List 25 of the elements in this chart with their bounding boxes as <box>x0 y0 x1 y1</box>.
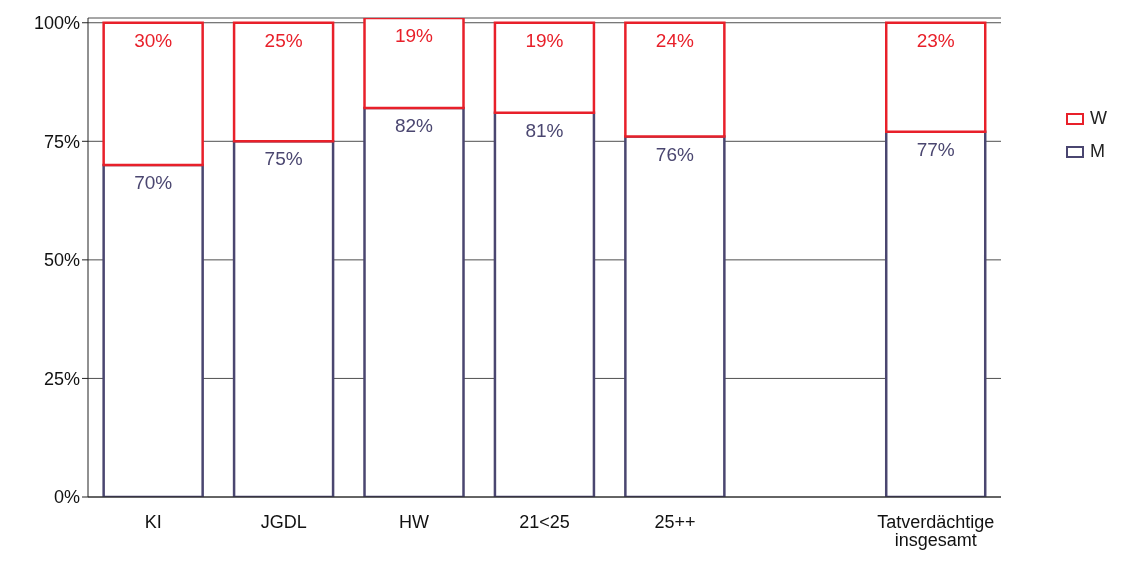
x-tick-label: HW <box>399 511 430 532</box>
data-label: 24% <box>655 29 694 51</box>
data-label: 25% <box>264 29 303 51</box>
data-label: 81% <box>525 119 564 141</box>
data-label: 70% <box>134 172 173 194</box>
data-label: 19% <box>525 29 564 51</box>
x-tick-label: KI <box>144 511 162 532</box>
data-label: 75% <box>264 148 303 170</box>
y-tick-label: 25% <box>43 368 80 389</box>
data-label: 23% <box>916 29 955 51</box>
legend-label: M <box>1090 141 1105 162</box>
data-label: 76% <box>655 143 694 165</box>
data-label: 82% <box>394 115 434 137</box>
x-tick-label: 21<25 <box>519 511 570 532</box>
x-tick-label: Tatverdächtige insgesamt <box>877 511 995 550</box>
data-label: 19% <box>394 25 434 46</box>
y-tick-label: 100% <box>33 13 80 34</box>
y-tick-label: 50% <box>43 250 80 271</box>
y-tick-label: 75% <box>43 131 80 152</box>
legend-label: W <box>1090 108 1107 129</box>
data-label: 30% <box>134 29 173 51</box>
x-tick-label: JGDL <box>260 511 307 532</box>
y-tick-label: 0% <box>53 487 80 508</box>
x-tick-label: 25++ <box>654 511 696 532</box>
data-label: 77% <box>916 138 955 160</box>
